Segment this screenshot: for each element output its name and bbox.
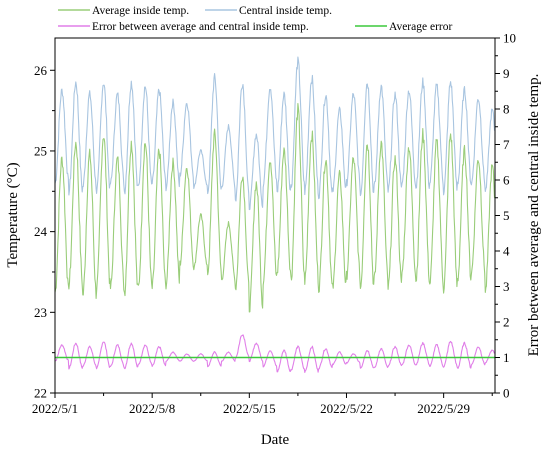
x-tick-label: 2022/5/8 bbox=[129, 401, 175, 416]
left-axis-title: Temperature (°C) bbox=[5, 162, 21, 267]
right-tick-label: 5 bbox=[503, 208, 510, 223]
right-tick-label: 0 bbox=[503, 386, 510, 401]
right-tick-label: 2 bbox=[503, 315, 510, 330]
right-tick-label: 7 bbox=[503, 137, 510, 152]
right-y-axis: 0 1 2 3 4 5 6 7 8 9 10 bbox=[495, 31, 516, 401]
legend-label-error-series: Error between average and central inside… bbox=[92, 21, 309, 33]
legend: Average inside temp. Central inside temp… bbox=[58, 5, 452, 33]
left-tick-label: 23 bbox=[34, 305, 47, 320]
right-tick-label: 3 bbox=[503, 279, 510, 294]
left-tick-label: 25 bbox=[34, 143, 47, 158]
x-tick-label: 2022/5/1 bbox=[32, 401, 78, 416]
series-error-between-temps bbox=[54, 334, 496, 373]
x-axis: 2022/5/1 2022/5/8 2022/5/15 2022/5/22 2022/5… bbox=[32, 393, 493, 416]
right-tick-label: 6 bbox=[503, 173, 510, 188]
x-tick-label: 2022/5/15 bbox=[223, 401, 276, 416]
left-y-axis: 22 23 24 25 26 bbox=[34, 63, 55, 401]
legend-label-average-error: Average error bbox=[389, 21, 452, 33]
right-axis-title: Error between average and central inside… bbox=[526, 74, 542, 357]
x-tick-label: 2022/5/22 bbox=[320, 401, 373, 416]
left-tick-label: 26 bbox=[34, 63, 48, 78]
right-tick-label: 10 bbox=[503, 31, 516, 46]
series-central-inside-temp bbox=[54, 56, 496, 211]
right-tick-label: 8 bbox=[503, 102, 510, 117]
series-average-inside-temp bbox=[54, 102, 496, 313]
legend-label-central-inside-temp: Central inside temp. bbox=[239, 5, 332, 17]
left-tick-label: 24 bbox=[34, 224, 48, 239]
x-tick-label: 2022/5/29 bbox=[417, 401, 470, 416]
legend-label-average-inside-temp: Average inside temp. bbox=[92, 5, 189, 17]
right-tick-label: 1 bbox=[503, 350, 510, 365]
right-tick-label: 4 bbox=[503, 244, 510, 259]
x-axis-title: Date bbox=[261, 432, 290, 448]
left-tick-label: 22 bbox=[34, 386, 47, 401]
right-tick-label: 9 bbox=[503, 66, 510, 81]
series-layer bbox=[54, 56, 496, 373]
